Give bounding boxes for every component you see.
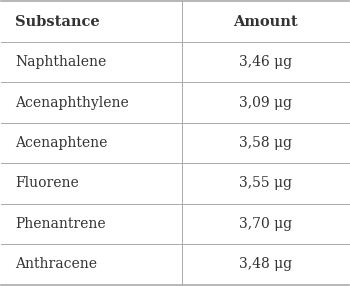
Text: Phenantrene: Phenantrene [15, 217, 106, 231]
Text: Acenaphthylene: Acenaphthylene [15, 96, 129, 110]
Text: Amount: Amount [233, 15, 298, 29]
Text: 3,48 μg: 3,48 μg [239, 257, 292, 271]
Text: Substance: Substance [15, 15, 100, 29]
Text: 3,55 μg: 3,55 μg [239, 176, 292, 190]
Text: 3,58 μg: 3,58 μg [239, 136, 292, 150]
Text: 3,70 μg: 3,70 μg [239, 217, 292, 231]
Text: 3,09 μg: 3,09 μg [239, 96, 292, 110]
Text: Naphthalene: Naphthalene [15, 55, 106, 69]
Text: Acenaphtene: Acenaphtene [15, 136, 108, 150]
Text: 3,46 μg: 3,46 μg [239, 55, 292, 69]
Text: Fluorene: Fluorene [15, 176, 79, 190]
Text: Anthracene: Anthracene [15, 257, 97, 271]
